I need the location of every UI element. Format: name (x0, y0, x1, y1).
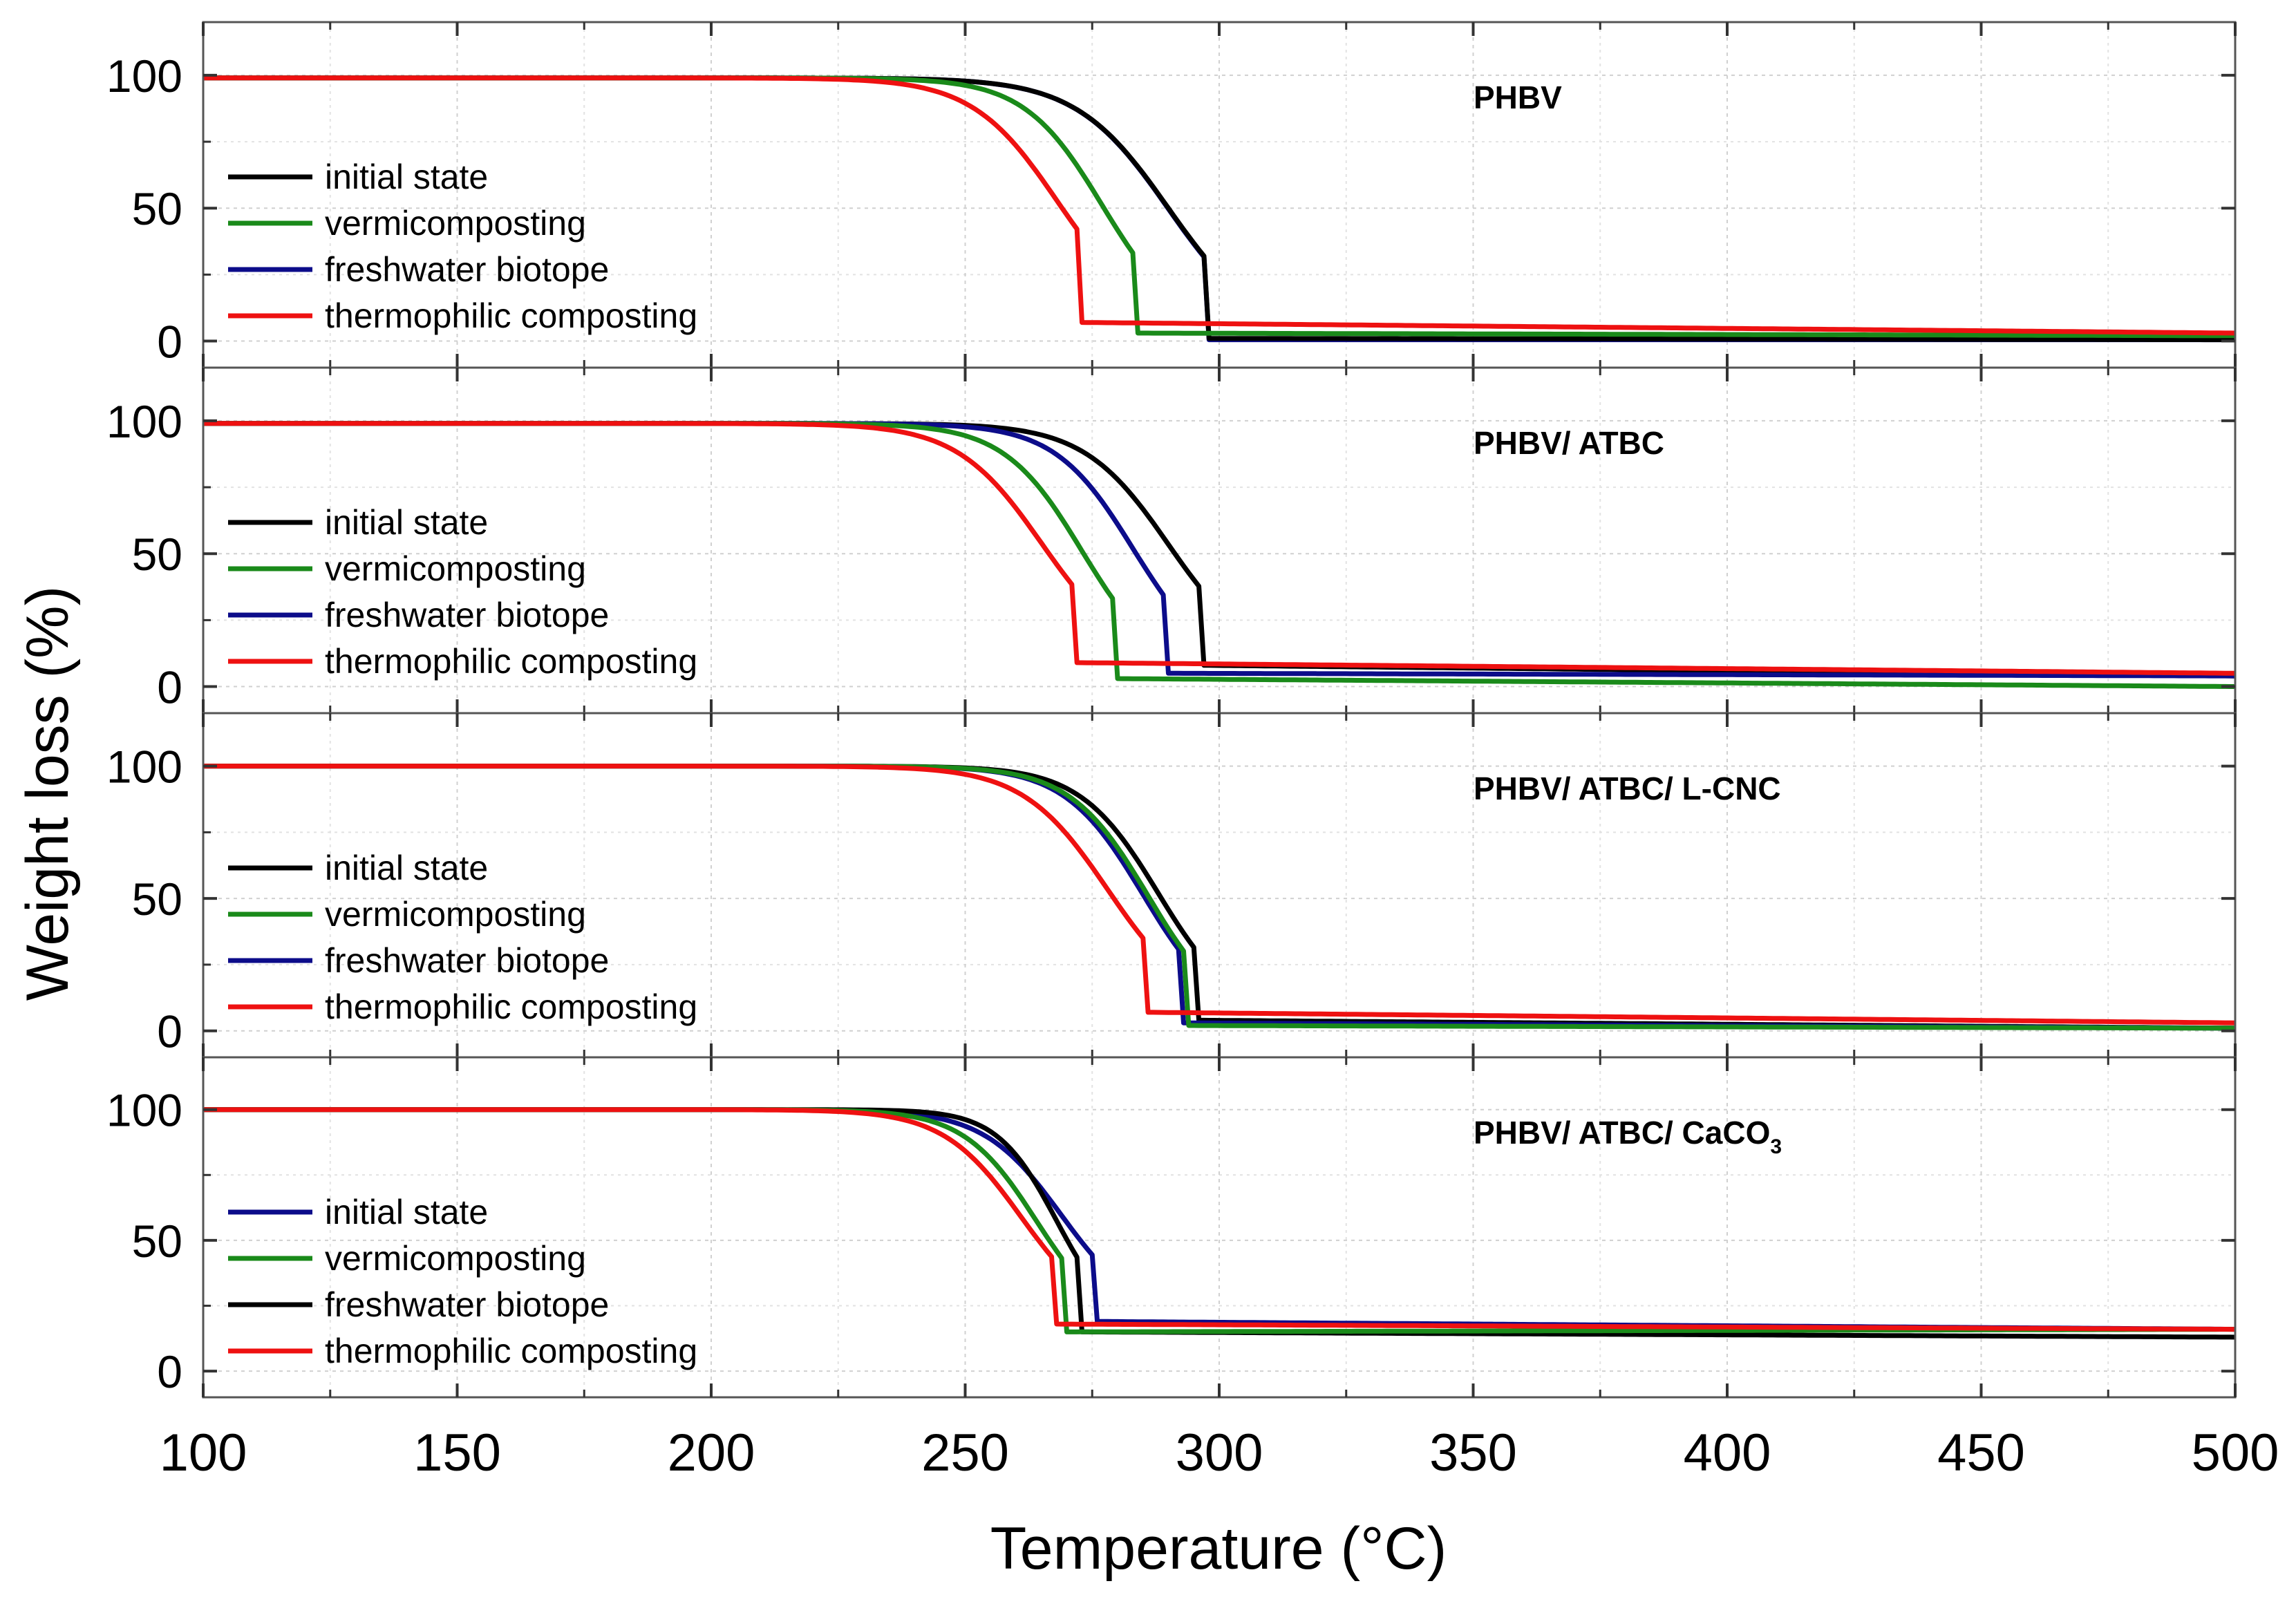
series-line (203, 764, 2236, 1026)
panel-3: 0 50 100 PHBV/ ATBC/ L-CNC initial state verm… (106, 712, 2237, 1059)
legend-label: initial state (325, 849, 488, 887)
panel-4: 0 50 100 PHBV/ ATBC/ CaCO3 initial state verm… (106, 1056, 2237, 1399)
x-tick-label: 350 (1429, 1424, 1517, 1482)
x-axis-label: Temperature (°C) (990, 1515, 1447, 1582)
x-tick-label: 450 (1937, 1424, 2025, 1482)
series-line (203, 421, 2236, 676)
panel-title: PHBV/ ATBC (1474, 425, 1664, 461)
legend-label: vermicomposting (325, 549, 586, 588)
y-tick-label: 100 (106, 396, 182, 447)
legend-label: initial state (325, 503, 488, 542)
legend-label: vermicomposting (325, 204, 586, 243)
y-tick-label: 0 (157, 662, 182, 713)
x-tick-label: 300 (1176, 1424, 1263, 1482)
legend-label: thermophilic composting (325, 988, 697, 1026)
y-tick-label: 0 (157, 1346, 182, 1397)
y-axis-label: Weight loss (%) (15, 586, 81, 1001)
legend-label: freshwater biotope (325, 596, 609, 634)
y-tick-label: 50 (132, 1216, 182, 1267)
panel-title: PHBV (1474, 79, 1562, 115)
y-tick-label: 50 (132, 529, 182, 580)
legend-label: vermicomposting (325, 1239, 586, 1278)
y-tick-label: 0 (157, 316, 182, 368)
legend-label: freshwater biotope (325, 250, 609, 289)
x-tick-label: 100 (160, 1424, 247, 1482)
legend-label: thermophilic composting (325, 296, 697, 335)
panel-title: PHBV/ ATBC/ CaCO3 (1474, 1115, 1782, 1158)
legend-label: freshwater biotope (325, 941, 609, 980)
legend-label: freshwater biotope (325, 1285, 609, 1324)
legend-label: initial state (325, 158, 488, 196)
panel-title: PHBV/ ATBC/ L-CNC (1474, 771, 1781, 806)
legend-label: initial state (325, 1193, 488, 1231)
panel-title-subscript: 3 (1770, 1135, 1782, 1158)
series-line (203, 75, 2236, 336)
legend-label: thermophilic composting (325, 642, 697, 681)
legend-label: thermophilic composting (325, 1332, 697, 1370)
x-tick-label: 200 (668, 1424, 755, 1482)
x-tick-label: 150 (413, 1424, 501, 1482)
x-tick-label: 250 (921, 1424, 1009, 1482)
panel-1: 0 50 100 PHBV initial state vermicomposting fr… (106, 21, 2237, 369)
x-tick-label: 500 (2192, 1424, 2279, 1482)
x-axis: 100 150 200 250 300 350 400 450 500 (160, 1424, 2279, 1482)
y-tick-label: 50 (132, 183, 182, 234)
x-tick-label: 400 (1684, 1424, 1771, 1482)
series-line (203, 1107, 2235, 1332)
y-tick-label: 100 (106, 741, 182, 793)
y-tick-label: 100 (106, 1085, 182, 1136)
legend-label: vermicomposting (325, 895, 586, 934)
y-tick-label: 50 (132, 873, 182, 925)
y-tick-label: 100 (106, 50, 182, 102)
panel-2: 0 50 100 PHBV/ ATBC initial state vermicompos… (106, 366, 2237, 715)
y-tick-label: 0 (157, 1006, 182, 1057)
panels-group: 0 50 100 PHBV initial state vermicomposting fr… (106, 21, 2237, 1399)
